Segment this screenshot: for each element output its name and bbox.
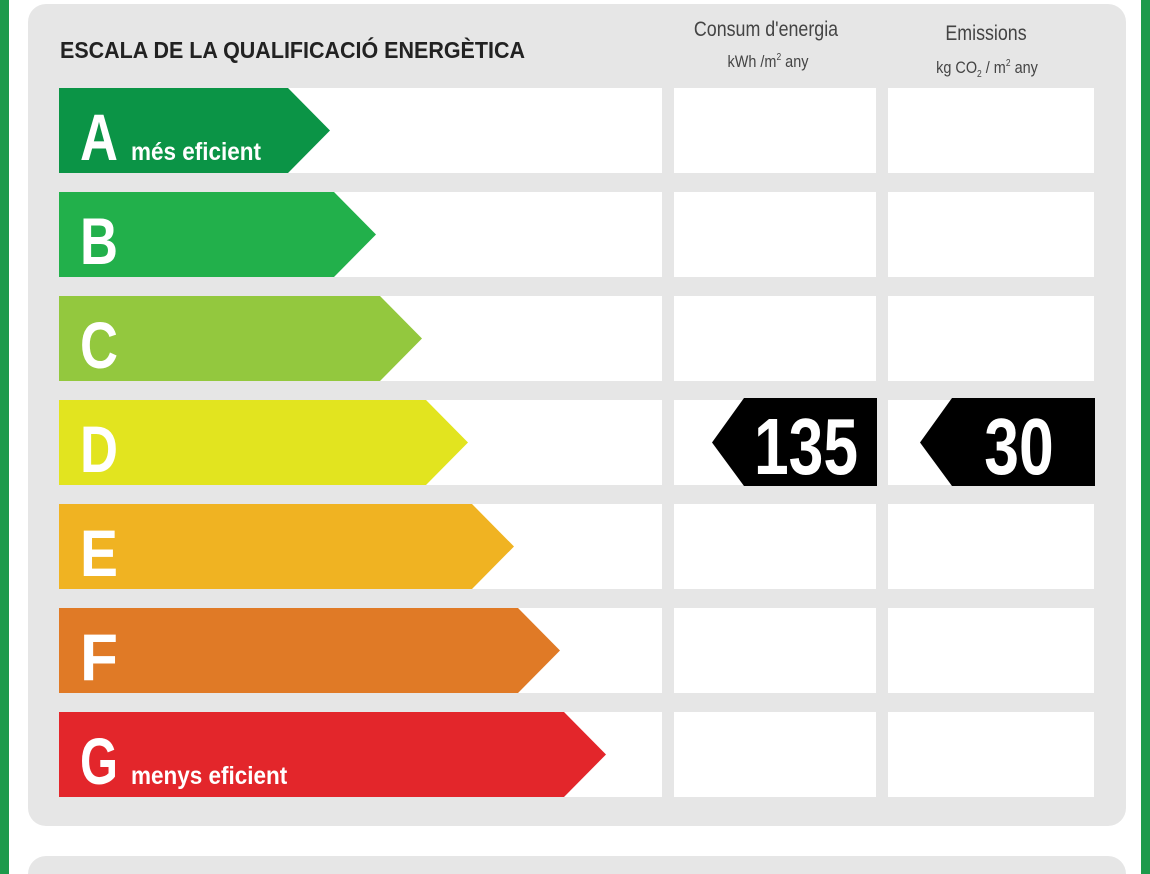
rating-label: menys eficient [131,762,287,790]
value-cell [674,192,876,277]
rating-letter: B [80,204,118,278]
rating-arrow [59,296,422,381]
unit-part: / m [982,59,1006,77]
left-border [0,0,9,874]
column-unit: kg CO2 / m2 any [936,57,1038,79]
unit-part: any [781,53,808,71]
value-cell [888,712,1094,797]
value-cell [888,88,1094,173]
rating-letter: C [80,308,118,382]
value-cell [888,608,1094,693]
rating-arrow [59,88,330,173]
rating-arrow [59,712,606,797]
column-title: Emissions [945,22,1026,46]
column-unit: kWh /m2 any [728,51,809,71]
right-border [1141,0,1150,874]
rating-arrow [59,400,468,485]
unit-part: kg CO [936,59,977,77]
value-cell [674,296,876,381]
rating-arrow [59,608,560,693]
rating-letter: G [80,724,118,798]
next-panel [28,856,1126,874]
result-value: 135 [754,403,858,492]
result-tag [712,398,877,486]
unit-part: 2 [776,51,781,62]
rating-arrow [59,504,514,589]
value-cell [888,192,1094,277]
result-value: 30 [984,403,1053,492]
unit-part: any [1011,59,1038,77]
value-cell [674,608,876,693]
rating-letter: A [80,100,118,174]
unit-part: 2 [977,68,982,79]
rating-letter: D [80,412,118,486]
rating-letter: F [80,620,118,694]
value-cell [674,88,876,173]
unit-part: kWh /m [728,53,777,71]
column-title: Consum d'energia [694,18,838,42]
title: ESCALA DE LA QUALIFICACIÓ ENERGÈTICA [60,36,525,63]
value-cell [674,504,876,589]
rating-label: més eficient [131,138,261,166]
unit-part: 2 [1006,57,1011,68]
value-cell [888,504,1094,589]
value-cell [888,296,1094,381]
rating-arrow [59,192,376,277]
value-cell [674,712,876,797]
result-tag [920,398,1095,486]
rating-letter: E [80,516,118,590]
